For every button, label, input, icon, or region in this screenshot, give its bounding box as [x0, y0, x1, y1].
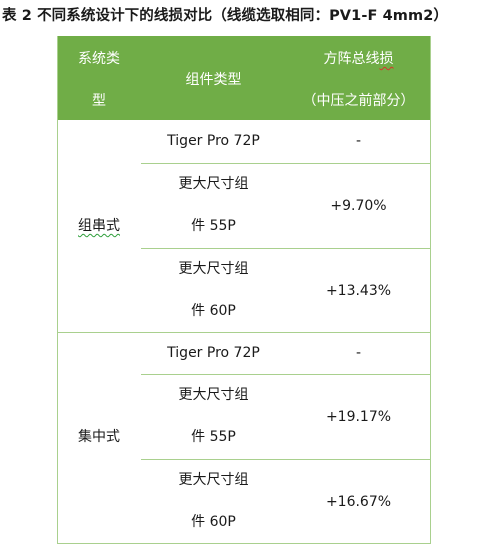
loss-cell: -: [286, 332, 431, 374]
system-type-label: 集中式: [78, 429, 120, 445]
header-module-type: 组件类型: [141, 36, 286, 120]
module-type-line1: Tiger Pro 72P: [167, 345, 260, 361]
header-total-loss-line2: （中压之前部分）: [302, 93, 415, 109]
system-type-label: 组串式: [78, 218, 120, 234]
header-module-type-label: 组件类型: [185, 72, 242, 88]
loss-value: +13.43%: [325, 283, 392, 299]
module-type-line1: 更大尺寸组: [178, 176, 249, 192]
module-type-line1: 更大尺寸组: [178, 261, 249, 277]
module-type-cell: Tiger Pro 72P: [141, 120, 286, 163]
loss-cell: +9.70%: [286, 163, 431, 248]
table-border-left: [57, 36, 58, 544]
table-caption: 表 2 不同系统设计下的线损对比（线缆选取相同：PV1-F 4mm2）: [2, 8, 448, 24]
module-type-line1: 更大尺寸组: [178, 387, 249, 403]
loss-cell: +13.43%: [286, 248, 431, 332]
row-divider: [141, 374, 431, 375]
module-type-line2: 件 55P: [191, 218, 236, 234]
group-divider: [57, 332, 431, 333]
module-type-line2: 件 55P: [191, 429, 236, 445]
system-type-cell: 集中式: [57, 332, 141, 544]
header-system-type: 系统类 型: [57, 36, 141, 120]
header-total-loss-marked-char: 损: [379, 51, 394, 67]
loss-cell: +19.17%: [286, 374, 431, 459]
module-type-line2: 件 60P: [191, 303, 236, 319]
header-total-loss-line1: 方阵总线损: [286, 49, 431, 69]
loss-value: +16.67%: [325, 494, 392, 510]
header-system-type-line1: 系统类: [78, 51, 120, 67]
system-type-cell: 组串式: [57, 120, 141, 332]
table-border-bottom: [57, 543, 431, 544]
row-divider: [141, 248, 431, 249]
header-system-type-line2: 型: [92, 93, 106, 109]
table-header: 系统类 型 组件类型 方阵总线损 （中压之前部分）: [57, 36, 431, 120]
loss-value: +19.17%: [325, 409, 392, 425]
loss-value: +9.70%: [330, 198, 387, 214]
header-total-loss: 方阵总线损 （中压之前部分）: [286, 36, 431, 120]
loss-value: -: [355, 345, 362, 361]
module-type-line1: 更大尺寸组: [178, 472, 249, 488]
table-border-right: [430, 36, 431, 544]
module-type-cell: Tiger Pro 72P: [141, 332, 286, 374]
row-divider: [141, 459, 431, 460]
module-type-cell: 更大尺寸组 件 55P: [141, 374, 286, 459]
loss-cell: +16.67%: [286, 459, 431, 544]
loss-cell: -: [286, 120, 431, 163]
row-divider: [141, 163, 431, 164]
module-type-cell: 更大尺寸组 件 60P: [141, 459, 286, 544]
module-type-cell: 更大尺寸组 件 60P: [141, 248, 286, 332]
module-type-line1: Tiger Pro 72P: [167, 133, 260, 149]
module-type-line2: 件 60P: [191, 514, 236, 530]
header-total-loss-text: 方阵总线: [323, 51, 380, 67]
loss-value: -: [355, 133, 362, 149]
line-loss-table: 系统类 型 组件类型 方阵总线损 （中压之前部分） 组串式 Tiger Pro …: [57, 36, 431, 544]
module-type-cell: 更大尺寸组 件 55P: [141, 163, 286, 248]
